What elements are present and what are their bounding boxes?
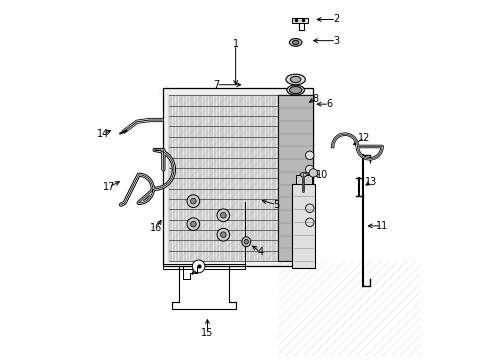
Text: 9: 9 <box>294 224 300 234</box>
Circle shape <box>186 195 199 207</box>
Text: 2: 2 <box>332 14 339 24</box>
Bar <box>168 95 278 261</box>
Circle shape <box>190 221 196 227</box>
Text: 1: 1 <box>232 39 238 49</box>
Text: 12: 12 <box>358 133 370 143</box>
Ellipse shape <box>242 237 250 247</box>
Ellipse shape <box>244 239 248 244</box>
Bar <box>295 175 311 184</box>
Circle shape <box>220 212 225 218</box>
Circle shape <box>308 169 317 177</box>
Text: 14: 14 <box>97 129 109 139</box>
Text: 10: 10 <box>315 170 327 180</box>
Circle shape <box>305 165 313 174</box>
Text: 5: 5 <box>273 200 279 210</box>
Circle shape <box>217 228 229 241</box>
Text: 7: 7 <box>213 80 219 90</box>
Text: 11: 11 <box>375 221 387 231</box>
Circle shape <box>220 232 225 238</box>
Bar <box>278 95 313 261</box>
Text: 18: 18 <box>192 261 204 271</box>
Ellipse shape <box>289 86 301 94</box>
Text: 8: 8 <box>311 94 318 104</box>
Text: 16: 16 <box>150 222 162 233</box>
Ellipse shape <box>285 74 305 85</box>
Circle shape <box>186 218 199 230</box>
Circle shape <box>305 204 313 212</box>
Ellipse shape <box>286 85 304 95</box>
Circle shape <box>305 218 313 226</box>
Text: 13: 13 <box>365 177 377 187</box>
Circle shape <box>192 260 204 273</box>
Ellipse shape <box>289 39 301 46</box>
Circle shape <box>217 209 229 222</box>
Ellipse shape <box>292 40 298 45</box>
Bar <box>291 184 314 268</box>
Text: 4: 4 <box>257 247 263 257</box>
Bar <box>291 18 307 23</box>
Ellipse shape <box>290 76 300 83</box>
Text: 6: 6 <box>325 99 331 109</box>
Text: 17: 17 <box>102 182 115 192</box>
Text: 3: 3 <box>332 36 339 46</box>
Circle shape <box>190 198 196 204</box>
Circle shape <box>305 151 313 159</box>
Ellipse shape <box>300 172 306 177</box>
Text: 15: 15 <box>201 328 213 338</box>
Bar <box>163 88 313 266</box>
